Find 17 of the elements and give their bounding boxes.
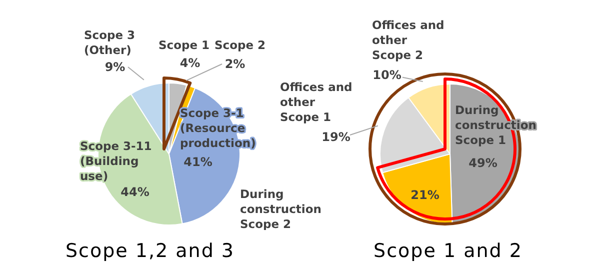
slice-label: Scope 3-11 (Building use) — [80, 139, 152, 183]
text: Scope 1,2 and 3 — [64, 240, 236, 262]
data-label: 19% — [322, 130, 350, 144]
slice-label: Scope 1 — [158, 38, 210, 52]
slice-label: Scope 2 — [214, 38, 266, 52]
data-label: 10% — [372, 68, 402, 82]
slice-label: Scope 3 (Other) — [84, 28, 136, 57]
data-label: 41% — [184, 155, 212, 169]
slice-label: Offices and other Scope 2 — [372, 18, 444, 62]
data-label: 9% — [104, 60, 126, 74]
text: Scope 1 and 2 — [372, 240, 524, 262]
data-label: 21% — [410, 188, 440, 202]
data-label: 2% — [224, 57, 246, 71]
data-label: 44% — [120, 185, 150, 199]
slice-label: Offices and other Scope 1 — [280, 80, 352, 124]
data-label: 4% — [180, 56, 200, 70]
data-label: 49% — [468, 156, 498, 170]
